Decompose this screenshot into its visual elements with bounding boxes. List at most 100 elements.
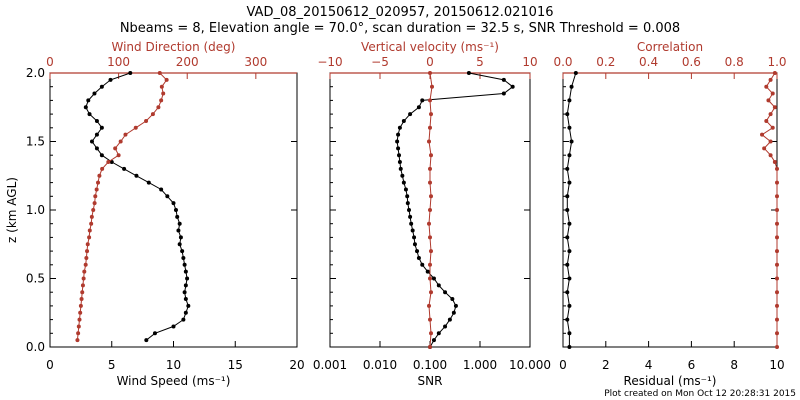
- wind-speed-point: [183, 283, 188, 288]
- wind-speed-point: [177, 242, 182, 247]
- correlation-point: [775, 221, 779, 226]
- vertical-velocity-point: [427, 303, 431, 308]
- snr-point: [396, 146, 401, 151]
- top-tick-label: 100: [107, 55, 130, 69]
- snr-point: [416, 105, 421, 110]
- correlation-point: [768, 153, 773, 158]
- correlation-point: [764, 84, 769, 89]
- residual-point: [565, 112, 570, 117]
- top-axis-label: Vertical velocity (ms⁻¹): [361, 40, 499, 54]
- figure-title: VAD_08_20150612_020957, 20150612.021016: [247, 5, 554, 20]
- x-tick-label: 0.001: [313, 358, 347, 372]
- x-axis-label: Residual (ms⁻¹): [624, 374, 717, 388]
- top-tick-label: 200: [176, 55, 199, 69]
- x-tick-label: 1.000: [463, 358, 497, 372]
- wind-direction-point: [81, 276, 86, 281]
- snr-point: [510, 84, 515, 89]
- wind-direction-point: [85, 242, 90, 247]
- wind-speed-point: [181, 317, 186, 322]
- top-tick-label: 0.0: [553, 55, 572, 69]
- wind-speed-point: [171, 201, 176, 206]
- footer-text: Plot created on Mon Oct 12 20:28:31 2015: [604, 389, 796, 399]
- residual-point: [569, 139, 574, 144]
- wind-speed-point: [94, 132, 99, 137]
- snr-point: [431, 276, 436, 281]
- correlation-point: [775, 331, 779, 336]
- vertical-velocity-point: [428, 235, 432, 240]
- wind-speed-point: [92, 91, 97, 96]
- correlation-point: [775, 180, 779, 185]
- wind-speed-point: [128, 71, 133, 75]
- snr-point: [395, 139, 400, 144]
- wind-direction-point: [91, 208, 96, 212]
- snr-point: [436, 331, 441, 336]
- snr-point: [409, 221, 414, 226]
- snr-point: [431, 338, 436, 343]
- y-tick-label: 0.5: [26, 272, 45, 286]
- snr-point: [405, 201, 410, 206]
- correlation-point: [772, 71, 777, 75]
- snr-point: [412, 235, 417, 240]
- vertical-velocity-point: [428, 345, 432, 349]
- wind-direction-point: [118, 139, 123, 144]
- x-tick-label: 4: [645, 358, 653, 372]
- wind-direction-point: [123, 132, 128, 137]
- wind-direction-point: [78, 303, 83, 308]
- wind-direction-point: [159, 84, 164, 89]
- correlation-point: [775, 235, 779, 240]
- top-tick-label: 0: [426, 55, 434, 69]
- snr-point: [400, 173, 405, 178]
- wind-direction-point: [80, 283, 85, 288]
- wind-speed-point: [99, 153, 104, 158]
- y-tick-label: 1.5: [26, 135, 45, 149]
- correlation-point: [764, 118, 769, 123]
- x-axis-label: SNR: [418, 374, 443, 388]
- snr-point: [401, 180, 406, 185]
- vertical-velocity-point: [428, 180, 432, 185]
- wind-speed-point: [180, 249, 185, 254]
- vertical-velocity-point: [430, 84, 434, 89]
- wind-direction-point: [113, 146, 118, 151]
- snr-point: [450, 297, 455, 302]
- wind-speed-point: [144, 338, 149, 343]
- correlation-point: [768, 112, 773, 117]
- wind-direction-point: [161, 91, 166, 96]
- vertical-velocity-point: [428, 125, 432, 130]
- wind-direction-point: [87, 228, 92, 233]
- correlation-point: [768, 77, 773, 82]
- snr-point: [408, 214, 413, 219]
- wind-plot-frame: [49, 72, 298, 348]
- wind-direction-point: [93, 194, 98, 199]
- wind-direction-point: [83, 262, 88, 267]
- top-tick-label: 5: [476, 55, 484, 69]
- wind-speed-point: [134, 173, 139, 178]
- correlation-point: [760, 132, 765, 137]
- wind-speed-point: [89, 139, 94, 144]
- wind-direction-point: [106, 160, 111, 165]
- wind-speed-point: [86, 98, 91, 103]
- wind-direction-point: [116, 153, 121, 158]
- y-tick-label: 2.0: [26, 66, 45, 80]
- correlation-point: [772, 105, 777, 110]
- vertical-velocity-point: [428, 71, 432, 75]
- wind-speed-point: [99, 84, 104, 89]
- residual-point: [567, 345, 572, 349]
- wind-direction-point: [80, 290, 85, 295]
- snr-point: [405, 194, 410, 199]
- vertical-velocity-point: [429, 194, 433, 199]
- wind-speed-point: [94, 118, 99, 123]
- wind-direction-point: [164, 77, 169, 82]
- wind-speed-line: [85, 72, 189, 341]
- top-tick-label: −10: [317, 55, 342, 69]
- snr-point: [415, 249, 420, 254]
- x-tick-label: 5: [108, 358, 116, 372]
- wind-direction-point: [150, 112, 155, 117]
- residual-plot-frame: [562, 72, 778, 348]
- top-tick-label: 0.4: [639, 55, 658, 69]
- snr-point: [412, 242, 417, 247]
- correlation-point: [775, 303, 779, 308]
- residual-point: [567, 125, 572, 130]
- wind-speed-point: [99, 125, 104, 130]
- wind-speed-point: [87, 112, 92, 117]
